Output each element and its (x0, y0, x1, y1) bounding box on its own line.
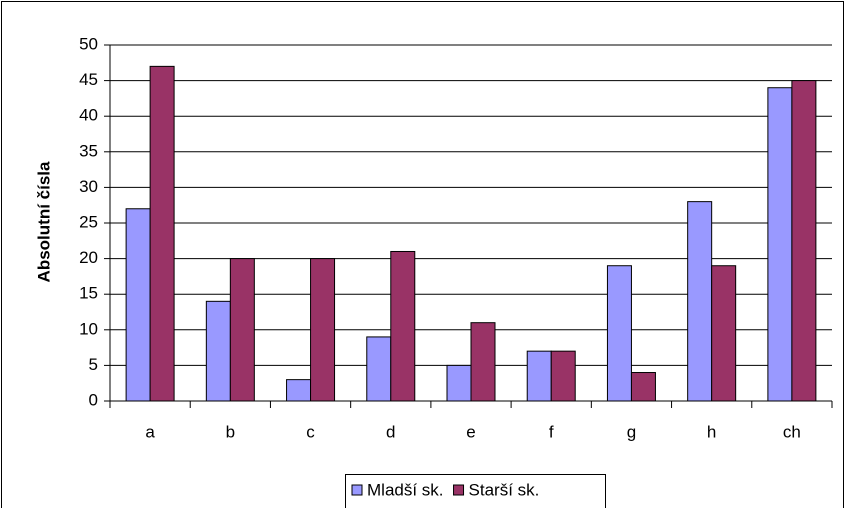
y-tick-label: 45 (79, 70, 98, 89)
bar (470, 322, 496, 402)
x-tick-label: e (466, 422, 475, 441)
bar (606, 265, 632, 402)
y-tick-label: 40 (79, 106, 98, 125)
y-tick-label: 5 (89, 355, 98, 374)
x-tick-label: ch (783, 422, 801, 441)
y-tick-label: 15 (79, 284, 98, 303)
legend-box (345, 474, 606, 508)
bar (366, 336, 392, 402)
bar (205, 300, 231, 402)
x-tick-label: g (627, 422, 636, 441)
x-tick-label: a (145, 422, 155, 441)
y-tick-label: 35 (79, 141, 98, 160)
bar (526, 350, 552, 402)
y-tick-label: 30 (79, 177, 98, 196)
y-tick-label: 25 (79, 212, 98, 231)
legend-label: Mladší sk. (367, 480, 444, 499)
legend-swatch (453, 484, 465, 496)
bar (687, 201, 713, 402)
bar (149, 65, 175, 402)
x-tick-label: d (386, 422, 395, 441)
bar (310, 258, 336, 402)
bar (550, 350, 576, 402)
x-tick-label: c (306, 422, 315, 441)
legend: Mladší sk. Starší sk. (345, 474, 606, 508)
bar (390, 250, 416, 402)
bar (125, 208, 151, 402)
bar (711, 265, 737, 402)
bar (791, 80, 817, 402)
legend-swatch (351, 484, 363, 496)
x-tick-label: b (226, 422, 235, 441)
y-tick-label: 50 (79, 34, 98, 53)
bar (286, 379, 312, 402)
x-tick-label: h (707, 422, 716, 441)
bar (229, 258, 255, 402)
bar (630, 372, 656, 402)
bar (767, 87, 793, 402)
y-tick-label: 0 (89, 390, 98, 409)
y-tick-label: 10 (79, 319, 98, 338)
x-tick-label: f (549, 422, 554, 441)
y-tick-label: 20 (79, 248, 98, 267)
legend-label: Starší sk. (469, 480, 540, 499)
bar (446, 364, 472, 402)
y-axis-label: Absolutní čísla (34, 161, 53, 282)
